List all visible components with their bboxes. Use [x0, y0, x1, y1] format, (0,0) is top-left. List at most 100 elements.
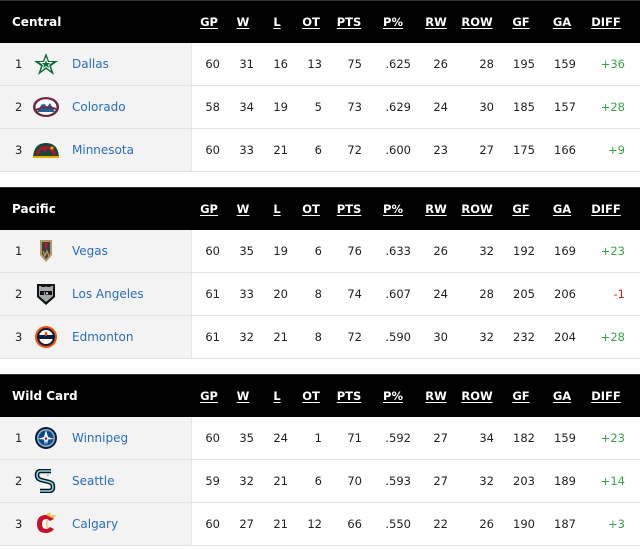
cell-ot: 1 [315, 417, 322, 459]
cell-row: 34 [479, 417, 494, 459]
section-header: Central GP W L OT PTS P% RW ROW GF GA DI… [0, 0, 640, 43]
cell-rw: 27 [433, 417, 448, 459]
cell-rw: 24 [433, 86, 448, 128]
cell-l: 24 [273, 417, 288, 459]
col-header-gf[interactable]: GF [512, 375, 529, 418]
col-header-ga[interactable]: GA [553, 188, 571, 231]
cell-pct: .633 [385, 230, 411, 272]
col-header-row[interactable]: ROW [461, 188, 492, 231]
col-header-pts[interactable]: PTS [337, 188, 362, 231]
col-header-diff[interactable]: DIFF [591, 375, 621, 418]
col-header-ga[interactable]: GA [553, 1, 571, 44]
col-header-ot[interactable]: OT [302, 375, 320, 418]
col-header-w[interactable]: W [237, 1, 250, 44]
cell-ga: 159 [554, 417, 576, 459]
col-header-pts[interactable]: PTS [337, 375, 362, 418]
cell-gp: 60 [205, 503, 220, 545]
standings-row: 2 Colorado 58 34 19 5 73 .629 24 30 185 … [0, 86, 640, 129]
cell-gp: 58 [205, 86, 220, 128]
col-header-pct[interactable]: P% [383, 1, 403, 44]
cell-rw: 26 [433, 230, 448, 272]
team-link[interactable]: Minnesota [72, 129, 134, 171]
los-angeles-shield-icon[interactable]: LA [32, 282, 60, 306]
col-header-pct[interactable]: P% [383, 188, 403, 231]
cell-ot: 12 [307, 503, 322, 545]
rank: 1 [15, 230, 22, 272]
standings-row: 2 Seattle 59 32 21 6 70 .593 27 32 203 1… [0, 460, 640, 503]
col-header-gf[interactable]: GF [512, 188, 529, 231]
col-header-gp[interactable]: GP [200, 188, 218, 231]
col-header-l[interactable]: L [273, 1, 280, 44]
col-header-rw[interactable]: RW [425, 188, 447, 231]
vegas-helmet-icon[interactable] [32, 239, 60, 263]
col-header-l[interactable]: L [273, 375, 280, 418]
standings-section-wild-card: Wild Card GP W L OT PTS P% RW ROW GF GA … [0, 374, 640, 546]
cell-rw: 26 [433, 43, 448, 85]
cell-gf: 203 [513, 460, 535, 502]
edmonton-oil-drop-icon[interactable] [32, 325, 60, 349]
cell-pct: .600 [385, 129, 411, 171]
team-link[interactable]: Colorado [72, 86, 126, 128]
col-header-ot[interactable]: OT [302, 188, 320, 231]
cell-gf: 205 [513, 273, 535, 315]
cell-gf: 175 [513, 129, 535, 171]
cell-w: 31 [239, 43, 254, 85]
cell-pct: .593 [385, 460, 411, 502]
col-header-diff[interactable]: DIFF [591, 188, 621, 231]
cell-diff: +36 [601, 43, 625, 85]
team-link[interactable]: Edmonton [72, 316, 134, 358]
team-link[interactable]: Dallas [72, 43, 109, 85]
team-link[interactable]: Calgary [72, 503, 118, 545]
cell-l: 16 [273, 43, 288, 85]
team-link[interactable]: Los Angeles [72, 273, 144, 315]
col-header-ga[interactable]: GA [553, 375, 571, 418]
col-header-pct[interactable]: P% [383, 375, 403, 418]
team-link[interactable]: Seattle [72, 460, 114, 502]
col-header-row[interactable]: ROW [461, 375, 492, 418]
cell-row: 32 [479, 230, 494, 272]
cell-diff: +9 [608, 129, 625, 171]
section-header: Wild Card GP W L OT PTS P% RW ROW GF GA … [0, 374, 640, 417]
col-header-rw[interactable]: RW [425, 375, 447, 418]
colorado-mountain-icon[interactable] [32, 95, 60, 119]
team-link[interactable]: Vegas [72, 230, 108, 272]
seattle-s-icon[interactable] [32, 469, 60, 493]
cell-diff: +14 [601, 460, 625, 502]
standings-row: 1 Winnipeg 60 35 24 1 71 .592 27 34 182 … [0, 417, 640, 460]
col-header-gp[interactable]: GP [200, 1, 218, 44]
section-title: Central [12, 1, 61, 44]
col-header-gf[interactable]: GF [512, 1, 529, 44]
col-header-w[interactable]: W [237, 188, 250, 231]
cell-gf: 192 [513, 230, 535, 272]
cell-l: 21 [273, 503, 288, 545]
calgary-flaming-c-icon[interactable] [32, 512, 60, 536]
col-header-row[interactable]: ROW [461, 1, 492, 44]
rank: 2 [15, 273, 22, 315]
col-header-pts[interactable]: PTS [337, 1, 362, 44]
minnesota-wild-icon[interactable] [32, 138, 60, 162]
standings-section-central: Central GP W L OT PTS P% RW ROW GF GA DI… [0, 0, 640, 172]
team-link[interactable]: Winnipeg [72, 417, 128, 459]
cell-pts: 70 [347, 460, 362, 502]
col-header-rw[interactable]: RW [425, 1, 447, 44]
cell-rw: 24 [433, 273, 448, 315]
cell-rw: 30 [433, 316, 448, 358]
cell-diff: +28 [601, 86, 625, 128]
cell-l: 21 [273, 129, 288, 171]
col-header-diff[interactable]: DIFF [591, 1, 621, 44]
rank: 2 [15, 460, 22, 502]
col-header-gp[interactable]: GP [200, 375, 218, 418]
cell-pct: .625 [385, 43, 411, 85]
col-header-ot[interactable]: OT [302, 1, 320, 44]
cell-row: 28 [479, 43, 494, 85]
col-header-w[interactable]: W [237, 375, 250, 418]
cell-w: 33 [239, 273, 254, 315]
col-header-l[interactable]: L [273, 188, 280, 231]
cell-l: 20 [273, 273, 288, 315]
standings-section-pacific: Pacific GP W L OT PTS P% RW ROW GF GA DI… [0, 187, 640, 359]
dallas-star-icon[interactable] [32, 52, 60, 76]
cell-gp: 60 [205, 230, 220, 272]
cell-ga: 166 [554, 129, 576, 171]
winnipeg-jet-icon[interactable] [32, 426, 60, 450]
cell-w: 35 [239, 417, 254, 459]
